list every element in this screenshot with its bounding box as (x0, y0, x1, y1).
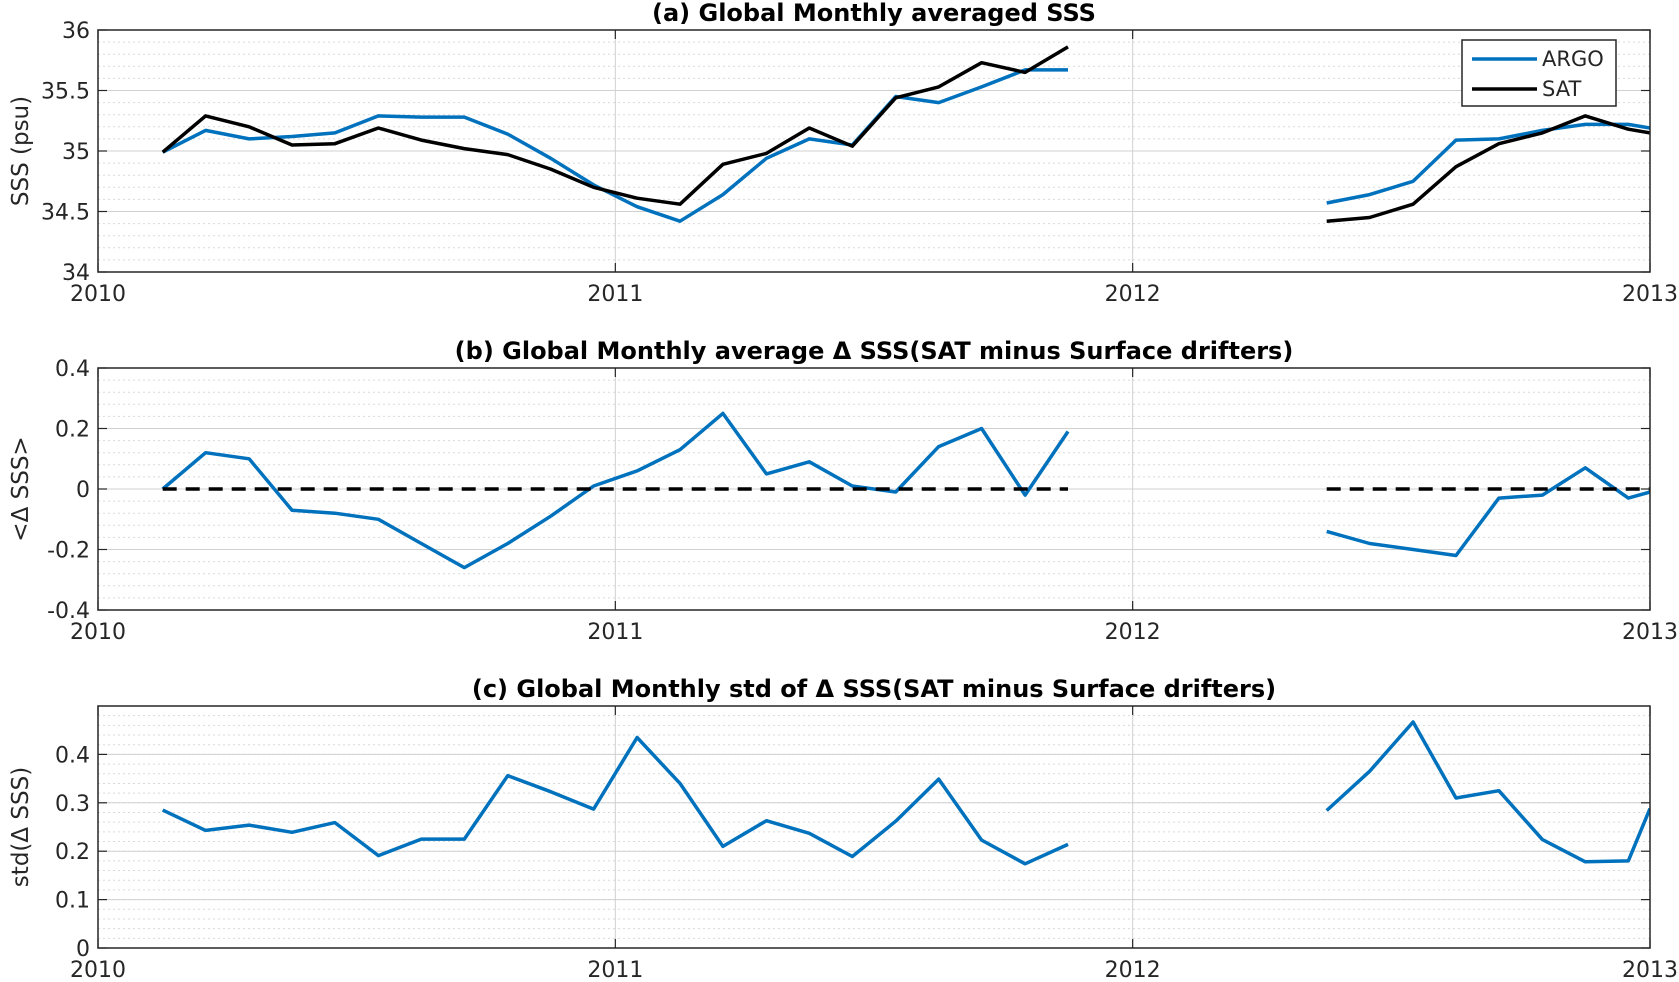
y-tick-label: 34 (62, 261, 90, 286)
x-tick-label: 2010 (70, 620, 126, 645)
axes-box (97, 705, 1651, 949)
sat-series-line (161, 45, 1069, 206)
legend: ARGO SAT (1461, 39, 1617, 107)
chart-title: (a) Global Monthly averaged SSS (652, 0, 1096, 27)
y-tick-label: 0.2 (55, 418, 90, 443)
x-tick-label: 2013 (1622, 620, 1678, 645)
x-tick-label: 2010 (70, 282, 126, 307)
panel-1: 34 34.5 35 35.5 36 2010 2011 2012 2013 (a) Global… (8, 0, 1678, 307)
y-axis-label: SSS (psu) (8, 96, 34, 206)
y-tick-label: 0.2 (55, 840, 90, 865)
y-tick-label: 0.1 (55, 889, 90, 914)
x-tick-label: 2013 (1622, 958, 1678, 982)
y-tick-label: 0.3 (55, 792, 90, 817)
series-line (1325, 720, 1650, 864)
argo-series-line (1326, 122, 1650, 205)
chart-title: (c) Global Monthly std of Δ SSS(SAT minu… (472, 675, 1276, 703)
argo-series-line (161, 68, 1068, 223)
sat-series-line (1326, 114, 1650, 223)
y-tick-label: 0 (76, 937, 90, 962)
y-tick-label: -0.2 (47, 539, 90, 564)
x-tick-label: 2012 (1105, 958, 1161, 982)
x-tick-label: 2012 (1105, 282, 1161, 307)
y-tick-label: 36 (62, 19, 90, 44)
y-tick-label: 35 (62, 140, 90, 165)
y-axis-label: std(Δ SSS) (8, 767, 34, 887)
y-axis-label: <Δ SSS> (8, 436, 34, 541)
x-tick-label: 2011 (587, 282, 643, 307)
y-tick-label: 34.5 (41, 201, 90, 226)
legend-label-sat: SAT (1542, 77, 1581, 101)
x-tick-label: 2013 (1622, 282, 1678, 307)
y-tick-label: 35.5 (41, 80, 90, 105)
series-line (161, 411, 1070, 570)
series-line (1326, 466, 1650, 558)
y-tick-label: 0 (76, 478, 90, 503)
panel-3: 0 0.1 0.2 0.3 0.4 2010 2011 2012 2013 (c) Global … (8, 675, 1678, 982)
legend-box (1461, 39, 1617, 107)
legend-label-argo: ARGO (1542, 47, 1604, 71)
x-tick-label: 2011 (587, 620, 643, 645)
x-tick-label: 2010 (70, 958, 126, 982)
x-tick-label: 2011 (587, 958, 643, 982)
chart-title: (b) Global Monthly average Δ SSS(SAT min… (455, 337, 1294, 365)
y-tick-label: 0.4 (55, 357, 90, 382)
y-tick-label: 0.4 (55, 743, 90, 768)
y-tick-label: -0.4 (47, 599, 90, 624)
x-tick-label: 2012 (1105, 620, 1161, 645)
series-line (161, 735, 1069, 866)
panel-2: -0.4 -0.2 0 0.2 0.4 2010 2011 2012 2013 (b) Globa… (8, 337, 1678, 645)
